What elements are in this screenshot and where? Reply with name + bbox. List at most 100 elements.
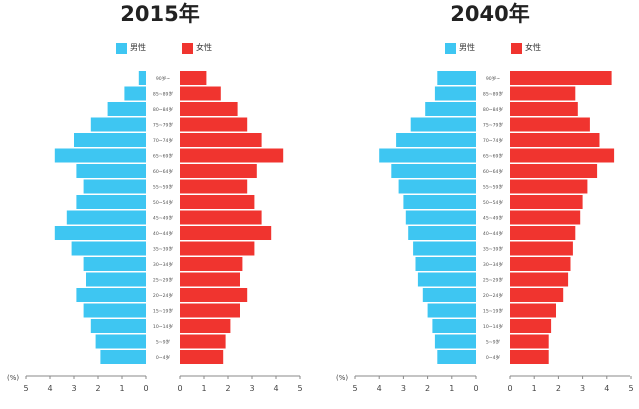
age-group-label: 35~39岁 xyxy=(483,246,504,253)
bar-female xyxy=(180,303,240,318)
bar-female xyxy=(180,179,248,194)
age-group-label: 40~44岁 xyxy=(153,230,174,237)
bar-male xyxy=(417,272,476,287)
bar-male xyxy=(54,148,146,163)
bar-female xyxy=(510,288,564,302)
bar-female xyxy=(180,257,243,271)
age-group-label: 50~54岁 xyxy=(153,199,174,206)
age-group-label: 15~19岁 xyxy=(153,308,174,315)
bar-female xyxy=(180,117,248,132)
age-group-label: 10~14岁 xyxy=(483,323,504,330)
age-group-label: 70~74岁 xyxy=(153,137,174,144)
x-tick-label: 3 xyxy=(401,384,406,393)
bar-male xyxy=(413,241,476,256)
age-group-label: 20~24岁 xyxy=(153,292,174,299)
bar-male xyxy=(90,319,146,333)
age-group-label: 90岁~ xyxy=(156,75,170,82)
x-tick-label: 4 xyxy=(604,384,609,393)
bar-female xyxy=(510,334,549,349)
x-tick-label: 0 xyxy=(473,384,478,393)
legend-2040: 男性 女性 xyxy=(445,40,565,56)
x-tick-label: 1 xyxy=(532,384,537,393)
x-tick-label: 3 xyxy=(580,384,585,393)
age-group-label: 40~44岁 xyxy=(483,230,504,237)
bar-female xyxy=(180,350,224,364)
bar-male xyxy=(403,195,476,209)
legend-swatch-female xyxy=(182,43,193,54)
age-group-label: 30~34岁 xyxy=(483,261,504,268)
age-group-label: 5~9岁 xyxy=(156,339,171,346)
bar-male xyxy=(95,334,146,349)
bar-male xyxy=(415,257,476,271)
bar-male xyxy=(427,303,476,318)
age-group-label: 0~4岁 xyxy=(486,354,501,361)
bar-female xyxy=(180,195,255,209)
bar-male xyxy=(76,195,146,209)
bar-male xyxy=(100,350,146,364)
bar-female xyxy=(180,334,226,349)
age-group-label: 85~89岁 xyxy=(153,91,174,98)
age-group-label: 25~29岁 xyxy=(153,277,174,284)
age-group-label: 90岁~ xyxy=(486,75,500,82)
bar-male xyxy=(408,226,476,240)
bar-female xyxy=(510,86,576,101)
age-group-label: 55~59岁 xyxy=(483,184,504,191)
legend-label-male: 男性 xyxy=(130,43,146,52)
bar-male xyxy=(437,71,476,85)
age-group-label: 0~4岁 xyxy=(156,354,171,361)
x-tick-label: 0 xyxy=(177,384,182,393)
bar-female xyxy=(510,179,588,194)
bar-male xyxy=(391,164,476,178)
bar-female xyxy=(180,288,248,302)
age-group-label: 25~29岁 xyxy=(483,277,504,284)
bar-female xyxy=(180,148,284,163)
bar-female xyxy=(180,133,262,147)
bar-male xyxy=(86,272,146,287)
legend-label-female: 女性 xyxy=(525,43,541,52)
bar-female xyxy=(510,148,615,163)
age-group-label: 85~89岁 xyxy=(483,91,504,98)
age-group-label: 20~24岁 xyxy=(483,292,504,299)
bar-female xyxy=(180,319,231,333)
bar-female xyxy=(180,71,207,85)
x-tick-label: 2 xyxy=(425,384,430,393)
bar-male xyxy=(74,133,146,147)
bar-female xyxy=(510,117,590,132)
bar-male xyxy=(437,350,476,364)
age-group-label: 60~64岁 xyxy=(153,168,174,175)
bar-female xyxy=(180,86,221,101)
age-group-label: 70~74岁 xyxy=(483,137,504,144)
x-tick-label: 2 xyxy=(556,384,561,393)
age-group-label: 75~79岁 xyxy=(483,122,504,129)
x-tick-label: 5 xyxy=(297,384,302,393)
x-tick-label: 5 xyxy=(352,384,357,393)
bar-female xyxy=(510,350,549,364)
x-tick-label: 0 xyxy=(143,384,148,393)
x-tick-label: 4 xyxy=(273,384,278,393)
axis-unit-label: (%) xyxy=(336,374,348,382)
bar-male xyxy=(107,102,146,116)
bar-female xyxy=(510,164,598,178)
age-group-label: 10~14岁 xyxy=(153,323,174,330)
bar-female xyxy=(510,102,578,116)
bar-male xyxy=(83,303,146,318)
bar-male xyxy=(398,179,476,194)
age-group-label: 65~69岁 xyxy=(153,153,174,160)
bar-male xyxy=(422,288,476,302)
bar-male xyxy=(434,86,476,101)
bar-female xyxy=(180,102,238,116)
bar-male xyxy=(83,179,146,194)
bar-female xyxy=(180,164,257,178)
bar-female xyxy=(510,210,581,225)
bar-male xyxy=(425,102,476,116)
bar-female xyxy=(510,241,573,256)
bar-female xyxy=(510,272,569,287)
age-group-label: 50~54岁 xyxy=(483,199,504,206)
bar-male xyxy=(71,241,146,256)
bar-female xyxy=(510,257,571,271)
legend-label-male: 男性 xyxy=(459,43,475,52)
age-group-label: 5~9岁 xyxy=(486,339,501,346)
bar-male xyxy=(405,210,476,225)
x-tick-label: 0 xyxy=(507,384,512,393)
